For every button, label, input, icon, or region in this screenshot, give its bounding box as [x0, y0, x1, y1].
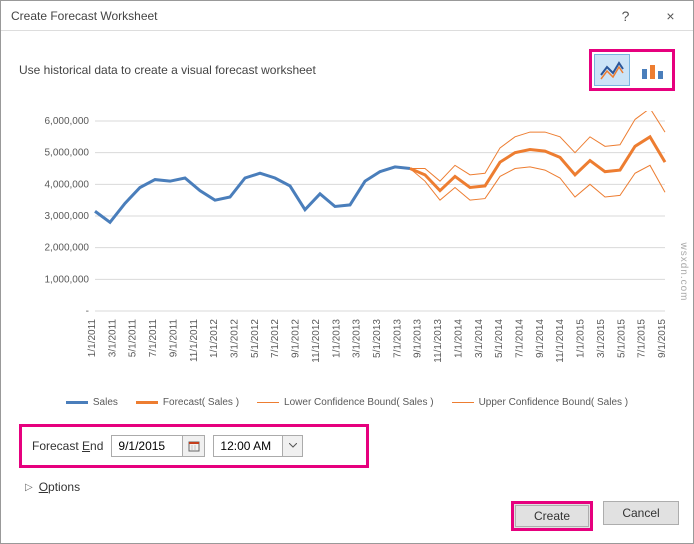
svg-text:5/1/2013: 5/1/2013	[372, 319, 383, 358]
svg-text:-: -	[86, 306, 89, 317]
help-button[interactable]: ?	[603, 1, 648, 31]
instruction-text: Use historical data to create a visual f…	[19, 63, 589, 77]
legend-label: Forecast( Sales )	[163, 397, 239, 408]
chevron-right-icon: ▷	[25, 482, 33, 493]
svg-text:11/1/2012: 11/1/2012	[311, 319, 322, 363]
title-bar: Create Forecast Worksheet ? ×	[1, 1, 693, 31]
svg-text:5,000,000: 5,000,000	[45, 148, 90, 159]
close-button[interactable]: ×	[648, 1, 693, 31]
forecast-time-field[interactable]	[214, 436, 282, 456]
svg-text:1/1/2011: 1/1/2011	[87, 319, 98, 358]
svg-text:1/1/2012: 1/1/2012	[209, 319, 220, 358]
svg-text:5/1/2015: 5/1/2015	[616, 319, 627, 358]
legend-swatch	[66, 401, 88, 404]
svg-text:3/1/2011: 3/1/2011	[107, 319, 118, 358]
create-button[interactable]: Create	[511, 501, 593, 531]
options-label: Options	[39, 480, 80, 494]
legend-label: Sales	[93, 397, 118, 408]
forecast-date-field[interactable]	[112, 436, 182, 456]
calendar-icon	[188, 440, 200, 452]
legend-forecast: Forecast( Sales )	[136, 397, 239, 408]
forecast-date-input[interactable]	[111, 435, 205, 457]
forecast-time-input[interactable]	[213, 435, 303, 457]
line-chart-button[interactable]	[594, 54, 630, 86]
svg-text:3/1/2013: 3/1/2013	[352, 319, 363, 358]
calendar-button[interactable]	[182, 436, 204, 456]
svg-text:7/1/2014: 7/1/2014	[515, 319, 526, 358]
legend-label: Upper Confidence Bound( Sales )	[479, 397, 629, 408]
svg-text:7/1/2015: 7/1/2015	[637, 319, 648, 358]
time-dropdown-button[interactable]	[282, 436, 302, 456]
svg-text:9/1/2015: 9/1/2015	[657, 319, 668, 358]
column-chart-icon	[639, 59, 665, 81]
forecast-dialog: Create Forecast Worksheet ? × Use histor…	[0, 0, 694, 544]
svg-text:9/1/2013: 9/1/2013	[413, 319, 424, 358]
svg-text:9/1/2011: 9/1/2011	[168, 319, 179, 358]
legend-label: Lower Confidence Bound( Sales )	[284, 397, 434, 408]
legend-upper: Upper Confidence Bound( Sales )	[452, 397, 629, 408]
svg-text:11/1/2013: 11/1/2013	[433, 319, 444, 363]
legend-lower: Lower Confidence Bound( Sales )	[257, 397, 434, 408]
column-chart-button[interactable]	[634, 54, 670, 86]
svg-text:3/1/2014: 3/1/2014	[474, 319, 485, 358]
svg-text:1/1/2015: 1/1/2015	[576, 319, 587, 358]
forecast-end-label: Forecast End	[32, 439, 103, 453]
svg-text:7/1/2013: 7/1/2013	[392, 319, 403, 358]
svg-text:9/1/2014: 9/1/2014	[535, 319, 546, 358]
cancel-button[interactable]: Cancel	[603, 501, 679, 525]
svg-text:2,000,000: 2,000,000	[45, 243, 90, 254]
chart-type-selector	[589, 49, 675, 91]
svg-text:6,000,000: 6,000,000	[45, 116, 90, 127]
svg-text:1/1/2013: 1/1/2013	[331, 319, 342, 358]
legend-swatch	[257, 402, 279, 403]
svg-text:7/1/2012: 7/1/2012	[270, 319, 281, 358]
chart-area: - 1,000,000 2,000,000 3,000,000 4,000,000 5,0…	[25, 111, 673, 391]
svg-text:4,000,000: 4,000,000	[45, 179, 90, 190]
svg-text:5/1/2011: 5/1/2011	[128, 319, 139, 358]
forecast-end-row: Forecast End	[19, 424, 369, 468]
legend-sales: Sales	[66, 397, 118, 408]
svg-text:7/1/2011: 7/1/2011	[148, 319, 159, 358]
svg-text:5/1/2012: 5/1/2012	[250, 319, 261, 358]
legend-swatch	[452, 402, 474, 403]
instruction-row: Use historical data to create a visual f…	[19, 49, 675, 91]
chevron-down-icon	[289, 443, 297, 449]
forecast-chart: - 1,000,000 2,000,000 3,000,000 4,000,000 5,0…	[25, 111, 673, 391]
svg-text:1,000,000: 1,000,000	[45, 274, 90, 285]
options-expander[interactable]: ▷ Options	[19, 480, 675, 494]
svg-text:11/1/2011: 11/1/2011	[189, 319, 200, 362]
svg-text:3/1/2015: 3/1/2015	[596, 319, 607, 358]
svg-text:11/1/2014: 11/1/2014	[555, 319, 566, 363]
line-chart-icon	[599, 59, 625, 81]
watermark: wsxdn.com	[678, 242, 689, 301]
svg-text:9/1/2012: 9/1/2012	[291, 319, 302, 358]
svg-text:1/1/2014: 1/1/2014	[453, 319, 464, 358]
svg-text:5/1/2014: 5/1/2014	[494, 319, 505, 358]
window-title: Create Forecast Worksheet	[11, 9, 603, 23]
legend-swatch	[136, 401, 158, 404]
chart-legend: Sales Forecast( Sales ) Lower Confidence…	[19, 397, 675, 408]
svg-text:3/1/2012: 3/1/2012	[230, 319, 241, 358]
svg-text:3,000,000: 3,000,000	[45, 211, 90, 222]
dialog-footer: Create Cancel	[511, 501, 679, 531]
dialog-content: Use historical data to create a visual f…	[1, 31, 693, 504]
